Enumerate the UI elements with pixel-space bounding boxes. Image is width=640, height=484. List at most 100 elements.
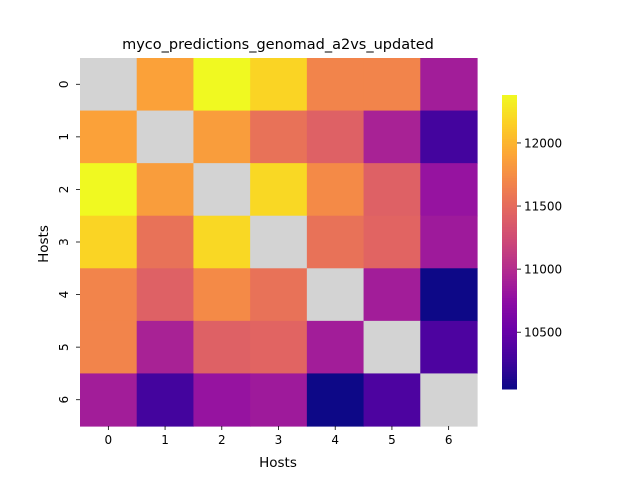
- colorbar-slice: [502, 246, 517, 250]
- colorbar-slice: [502, 371, 517, 375]
- y-tick-label: 1: [57, 133, 71, 141]
- colorbar-slice: [502, 256, 517, 260]
- colorbar-slice: [502, 126, 517, 130]
- x-tick-label: 4: [331, 433, 339, 447]
- x-axis-label: Hosts: [259, 455, 297, 471]
- colorbar-slice: [502, 359, 517, 363]
- colorbar-slice: [502, 242, 517, 245]
- heatmap-cell: [136, 110, 195, 164]
- heatmap-cell: [193, 110, 251, 164]
- colorbar-slice: [502, 131, 517, 135]
- colorbar-slice: [502, 364, 517, 368]
- heatmap-cell: [306, 110, 365, 164]
- colorbar-slice: [502, 281, 517, 285]
- colorbar-slice: [502, 379, 517, 383]
- heatmap-cell: [250, 268, 308, 322]
- colorbar-slice: [502, 249, 517, 253]
- colorbar-slice: [502, 188, 517, 192]
- x-tick-label: 6: [445, 433, 453, 447]
- heatmap-cell: [80, 320, 138, 375]
- colorbar-slice: [502, 178, 517, 182]
- colorbar-slice: [502, 158, 517, 162]
- colorbar-slice: [502, 205, 517, 209]
- colorbar-slice: [502, 166, 517, 169]
- y-tick-label: 3: [57, 238, 71, 246]
- heatmap-cell: [420, 215, 478, 269]
- heatmap-cell: [363, 58, 421, 112]
- heatmap-cell: [250, 110, 308, 164]
- heatmap-cell: [306, 163, 365, 217]
- colorbar-slice: [502, 217, 517, 221]
- x-tick-label: 0: [105, 433, 113, 447]
- colorbar-slice: [502, 148, 517, 152]
- y-axis: 0 1 2 3 4 5 6: [57, 80, 80, 404]
- heatmap-cell: [306, 58, 365, 112]
- colorbar-slice: [502, 239, 517, 243]
- colorbar-slice: [502, 320, 517, 324]
- x-tick-label: 5: [388, 433, 396, 447]
- colorbar-slice: [502, 386, 517, 390]
- colorbar-slice: [502, 286, 517, 290]
- colorbar-slice: [502, 273, 517, 277]
- colorbar-slice: [502, 244, 517, 248]
- heatmap-cell: [250, 320, 308, 375]
- colorbar-slice: [502, 266, 517, 270]
- colorbar-slice: [502, 268, 517, 272]
- colorbar-slice: [502, 308, 517, 312]
- colorbar-slice: [502, 193, 517, 196]
- colorbar-slice: [502, 293, 517, 297]
- colorbar-slice: [502, 95, 517, 98]
- colorbar-slice: [502, 222, 517, 226]
- heatmap-cell: [306, 215, 365, 269]
- x-tick-label: 2: [218, 433, 226, 447]
- colorbar-slice: [502, 271, 517, 275]
- heatmap-cell: [136, 58, 195, 112]
- colorbar-slice: [502, 109, 517, 113]
- colorbar-slice: [502, 237, 517, 241]
- heatmap-cell: [80, 268, 138, 322]
- colorbar-slice: [502, 227, 517, 231]
- colorbar-slice: [502, 212, 517, 216]
- heatmap-cell: [363, 373, 421, 427]
- colorbar-slice: [502, 232, 517, 236]
- colorbar-slice: [502, 335, 517, 339]
- x-axis: 0 1 2 3 4 5 6: [105, 426, 453, 447]
- colorbar-slice: [502, 144, 517, 147]
- colorbar-slice: [502, 185, 517, 189]
- colorbar-slice: [502, 163, 517, 167]
- colorbar-slice: [502, 197, 517, 201]
- colorbar-slice: [502, 173, 517, 177]
- colorbar-slice: [502, 107, 517, 111]
- heatmap-cell: [136, 320, 195, 375]
- y-tick-label: 4: [57, 291, 71, 299]
- colorbar-slice: [502, 278, 517, 282]
- y-tick-label: 6: [57, 396, 71, 404]
- colorbar-slice: [502, 224, 517, 228]
- colorbar-slice: [502, 190, 517, 194]
- colorbar-slice: [502, 112, 517, 116]
- heatmap-cells: [80, 58, 478, 427]
- colorbar-slice: [502, 327, 517, 331]
- colorbar-slice: [502, 210, 517, 214]
- colorbar-slice: [502, 195, 517, 199]
- colorbar-slice: [502, 317, 517, 321]
- colorbar-slice: [502, 349, 517, 353]
- colorbar-slice: [502, 313, 517, 316]
- colorbar-slice: [502, 139, 517, 143]
- heatmap-cell: [363, 110, 421, 164]
- colorbar-slice: [502, 310, 517, 314]
- heatmap-cell: [136, 268, 195, 322]
- colorbar-slice: [502, 129, 517, 133]
- colorbar-slice: [502, 384, 517, 388]
- colorbar-slice: [502, 161, 517, 165]
- colorbar-slice: [502, 352, 517, 356]
- colorbar-slice: [502, 264, 517, 267]
- colorbar-slice: [502, 119, 517, 123]
- heatmap-cell: [80, 215, 138, 269]
- heatmap-cell: [363, 215, 421, 269]
- colorbar-slice: [502, 251, 517, 255]
- heatmap-cell: [80, 373, 138, 427]
- colorbar-slice: [502, 261, 517, 265]
- colorbar-slice: [502, 342, 517, 346]
